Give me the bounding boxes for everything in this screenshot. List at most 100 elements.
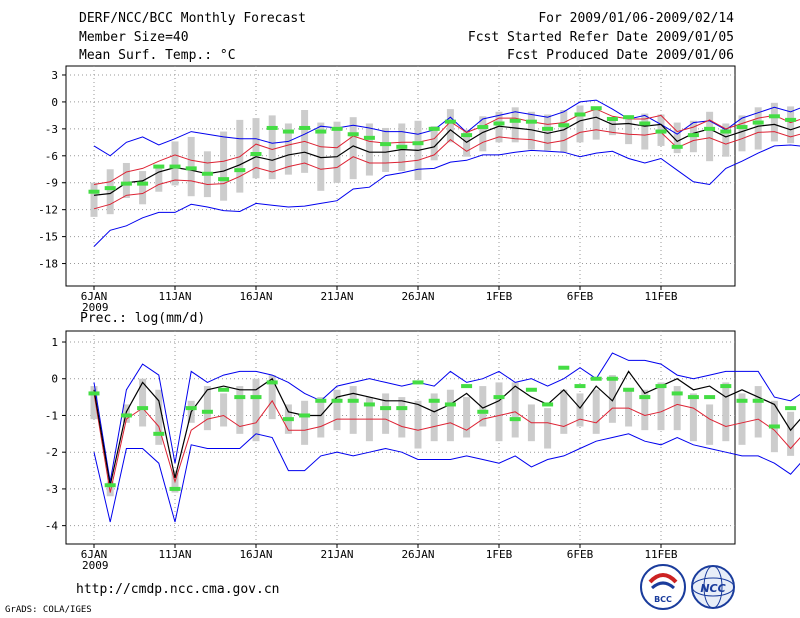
forecast-marker <box>477 125 489 130</box>
spread-box <box>155 389 163 445</box>
forecast-marker <box>509 417 521 422</box>
forecast-marker <box>736 125 748 130</box>
spread-box <box>641 113 649 150</box>
forecast-marker <box>299 413 311 418</box>
forecast-marker <box>315 129 327 134</box>
spread-box <box>301 400 309 445</box>
forecast-marker <box>590 106 602 111</box>
spread-box <box>511 107 519 143</box>
forecast-marker <box>785 406 797 411</box>
forecast-marker <box>169 486 181 491</box>
spread-box <box>252 378 260 442</box>
forecast-marker <box>542 126 554 131</box>
forecast-marker <box>785 117 797 122</box>
spread-box <box>754 107 762 150</box>
grads-credit: GrADS: COLA/IGES <box>5 605 92 615</box>
y-tick-label: -9 <box>45 177 58 190</box>
forecast-marker <box>218 387 230 392</box>
forecast-marker <box>218 177 230 182</box>
y-tick-label: -1 <box>45 409 58 422</box>
forecast-marker <box>266 380 278 385</box>
forecast-marker <box>768 424 780 429</box>
y-tick-label: 1 <box>51 336 58 349</box>
forecast-marker <box>574 112 586 117</box>
forecast-marker <box>153 164 165 169</box>
spread-box <box>122 162 130 198</box>
spread-box <box>592 108 600 140</box>
x-year-label: 2009 <box>82 559 109 572</box>
forecast-marker <box>396 406 408 411</box>
lower-spread-line <box>93 129 800 210</box>
forecast-marker <box>412 141 424 146</box>
spread-box <box>139 171 147 205</box>
y-tick-label: -3 <box>45 483 58 496</box>
forecast-marker <box>412 380 424 385</box>
forecast-marker <box>201 409 213 414</box>
forecast-marker <box>736 398 748 403</box>
forecast-marker <box>623 387 635 392</box>
forecast-marker <box>493 395 505 400</box>
spread-box <box>268 115 276 180</box>
x-tick-label: 16JAN <box>239 290 272 303</box>
forecast-marker <box>768 114 780 119</box>
forecast-marker <box>574 384 586 389</box>
x-year-label: 2009 <box>82 301 109 314</box>
started-date-label: Fcst Started Refer Date 2009/01/05 <box>467 30 734 45</box>
x-tick-label: 21JAN <box>320 290 353 303</box>
spread-box <box>657 382 665 431</box>
forecast-marker <box>88 189 100 194</box>
spread-box <box>479 116 487 152</box>
forecast-marker <box>444 119 456 124</box>
forecast-marker <box>477 409 489 414</box>
y-tick-label: 3 <box>51 69 58 82</box>
min-envelope-line <box>93 144 800 247</box>
spread-box <box>236 386 244 434</box>
forecast-marker <box>428 126 440 131</box>
spread-box <box>625 115 633 145</box>
spread-box <box>365 123 373 176</box>
x-tick-label: 1FEB <box>486 290 513 303</box>
spread-line <box>93 393 800 493</box>
forecast-marker <box>201 171 213 176</box>
forecast-marker <box>525 119 537 124</box>
spread-box <box>463 397 471 438</box>
forecast-marker <box>671 144 683 149</box>
forecast-marker <box>590 376 602 381</box>
spread-box <box>560 110 568 153</box>
y-tick-label: -15 <box>38 231 58 244</box>
forecast-marker <box>347 398 359 403</box>
x-tick-label: 11FEB <box>644 290 677 303</box>
spread-box <box>770 102 778 142</box>
spread-box <box>560 389 568 434</box>
spread-box <box>576 105 584 143</box>
footer-url[interactable]: http://cmdp.ncc.cma.gov.cn <box>76 582 280 597</box>
forecast-marker <box>185 166 197 171</box>
forecast-marker <box>639 121 651 126</box>
forecast-marker <box>315 398 327 403</box>
forecast-marker <box>704 126 716 131</box>
forecast-marker <box>606 116 618 121</box>
period-label: For 2009/01/06-2009/02/14 <box>538 11 734 26</box>
chart-title: DERF/NCC/BCC Monthly Forecast <box>79 11 306 26</box>
spread-box <box>382 393 390 434</box>
forecast-marker <box>120 181 132 186</box>
forecast-marker <box>282 129 294 134</box>
forecast-marker <box>234 395 246 400</box>
forecast-marker <box>623 115 635 120</box>
spread-box <box>414 400 422 449</box>
forecast-marker <box>266 125 278 130</box>
spread-box <box>220 131 228 201</box>
spread-box <box>349 117 357 180</box>
forecast-marker <box>250 395 262 400</box>
forecast-marker <box>655 129 667 134</box>
plot-frame <box>65 65 736 287</box>
spread-box <box>333 121 341 183</box>
forecast-marker <box>606 376 618 381</box>
variable-label: Mean Surf. Temp.: °C <box>79 48 236 63</box>
forecast-marker <box>137 406 149 411</box>
forecast-marker <box>687 133 699 138</box>
spread-box <box>689 393 697 442</box>
forecast-marker <box>120 413 132 418</box>
forecast-marker <box>444 402 456 407</box>
